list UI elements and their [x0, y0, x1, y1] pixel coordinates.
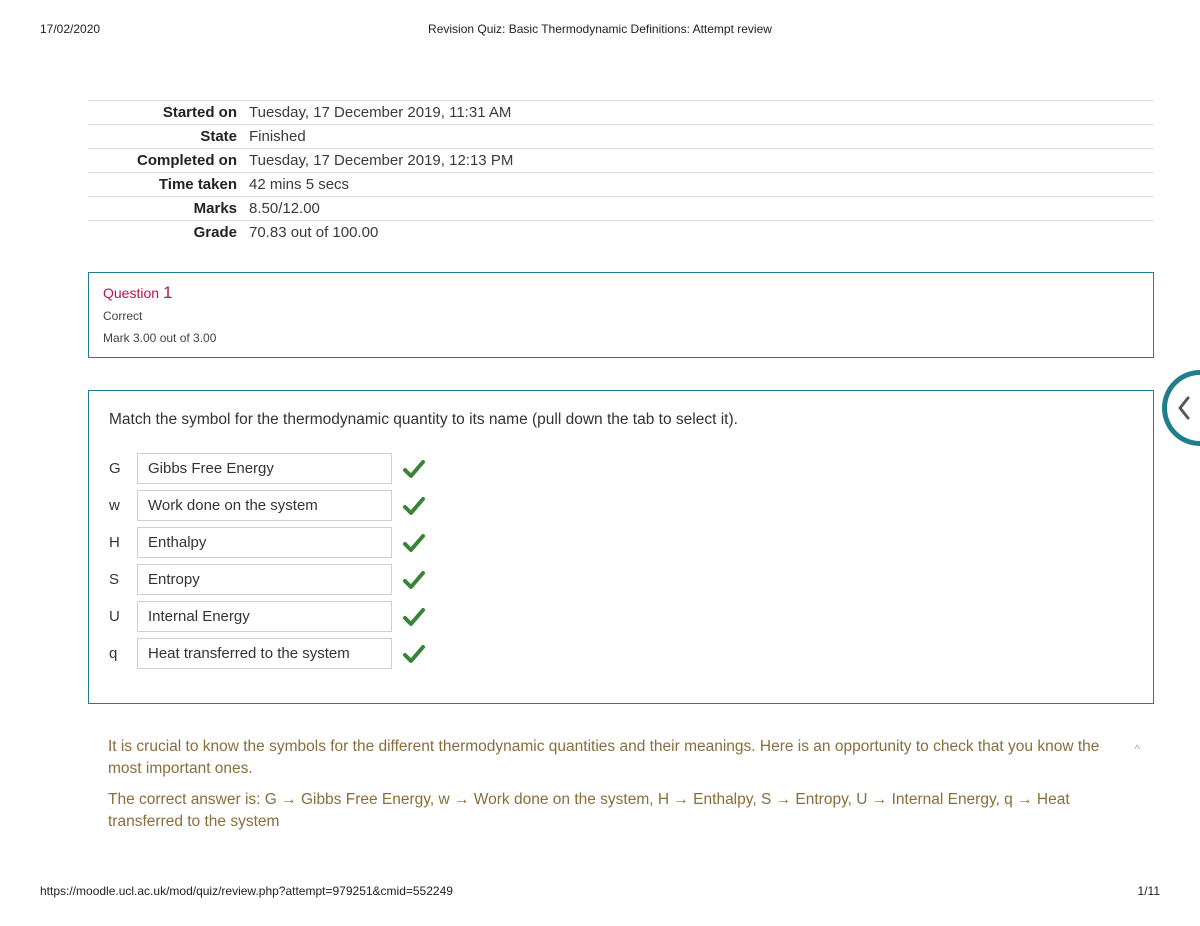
match-row: U Internal Energy	[109, 601, 1133, 632]
question-title: Question 1	[103, 283, 1139, 303]
summary-value: Tuesday, 17 December 2019, 11:31 AM	[243, 101, 1154, 125]
drawer-toggle-button[interactable]	[1162, 370, 1200, 446]
check-icon	[402, 643, 426, 665]
summary-label: Started on	[88, 101, 243, 125]
page-title: Revision Quiz: Basic Thermodynamic Defin…	[0, 22, 1200, 36]
summary-row: Completed onTuesday, 17 December 2019, 1…	[88, 149, 1154, 173]
check-icon	[402, 569, 426, 591]
footer-page-number: 1/11	[1138, 884, 1160, 898]
feedback-paragraph-2: The correct answer is: G → Gibbs Free En…	[108, 789, 1134, 832]
summary-value: Tuesday, 17 December 2019, 12:13 PM	[243, 149, 1154, 173]
summary-value: Finished	[243, 125, 1154, 149]
feedback-paragraph-1: It is crucial to know the symbols for th…	[108, 736, 1134, 779]
main-content: Started onTuesday, 17 December 2019, 11:…	[88, 100, 1154, 843]
chevron-left-icon	[1175, 394, 1193, 422]
match-row: S Entropy	[109, 564, 1133, 595]
match-select[interactable]: Gibbs Free Energy	[137, 453, 392, 484]
match-symbol: q	[109, 645, 127, 662]
question-feedback: It is crucial to know the symbols for th…	[88, 736, 1154, 833]
footer-url: https://moodle.ucl.ac.uk/mod/quiz/review…	[40, 884, 453, 898]
summary-row: StateFinished	[88, 125, 1154, 149]
match-symbol: H	[109, 534, 127, 551]
question-status: Correct	[103, 309, 1139, 323]
question-header-box: Question 1 Correct Mark 3.00 out of 3.00	[88, 272, 1154, 358]
match-row: H Enthalpy	[109, 527, 1133, 558]
match-select[interactable]: Enthalpy	[137, 527, 392, 558]
match-select[interactable]: Heat transferred to the system	[137, 638, 392, 669]
match-row: w Work done on the system	[109, 490, 1133, 521]
summary-row: Time taken42 mins 5 secs	[88, 173, 1154, 197]
check-icon	[402, 458, 426, 480]
summary-label: State	[88, 125, 243, 149]
summary-label: Completed on	[88, 149, 243, 173]
summary-row: Grade70.83 out of 100.00	[88, 221, 1154, 245]
summary-label: Marks	[88, 197, 243, 221]
summary-value: 70.83 out of 100.00	[243, 221, 1154, 245]
match-symbol: G	[109, 460, 127, 477]
match-symbol: S	[109, 571, 127, 588]
match-row: G Gibbs Free Energy	[109, 453, 1133, 484]
caret-up-icon: ^	[1134, 742, 1140, 756]
check-icon	[402, 606, 426, 628]
match-select[interactable]: Entropy	[137, 564, 392, 595]
match-select[interactable]: Work done on the system	[137, 490, 392, 521]
summary-row: Marks8.50/12.00	[88, 197, 1154, 221]
match-select[interactable]: Internal Energy	[137, 601, 392, 632]
match-symbol: U	[109, 608, 127, 625]
check-icon	[402, 495, 426, 517]
match-symbol: w	[109, 497, 127, 514]
question-instruction: Match the symbol for the thermodynamic q…	[109, 411, 1133, 429]
check-icon	[402, 532, 426, 554]
question-body-box: Match the symbol for the thermodynamic q…	[88, 390, 1154, 704]
summary-value: 8.50/12.00	[243, 197, 1154, 221]
question-number: 1	[163, 283, 172, 302]
summary-row: Started onTuesday, 17 December 2019, 11:…	[88, 101, 1154, 125]
summary-value: 42 mins 5 secs	[243, 173, 1154, 197]
summary-label: Grade	[88, 221, 243, 245]
summary-label: Time taken	[88, 173, 243, 197]
match-row: q Heat transferred to the system	[109, 638, 1133, 669]
question-mark: Mark 3.00 out of 3.00	[103, 331, 1139, 345]
match-rows: G Gibbs Free Energy w Work done on the syst…	[109, 453, 1133, 669]
attempt-summary-table: Started onTuesday, 17 December 2019, 11:…	[88, 100, 1154, 244]
question-label: Question	[103, 285, 159, 301]
